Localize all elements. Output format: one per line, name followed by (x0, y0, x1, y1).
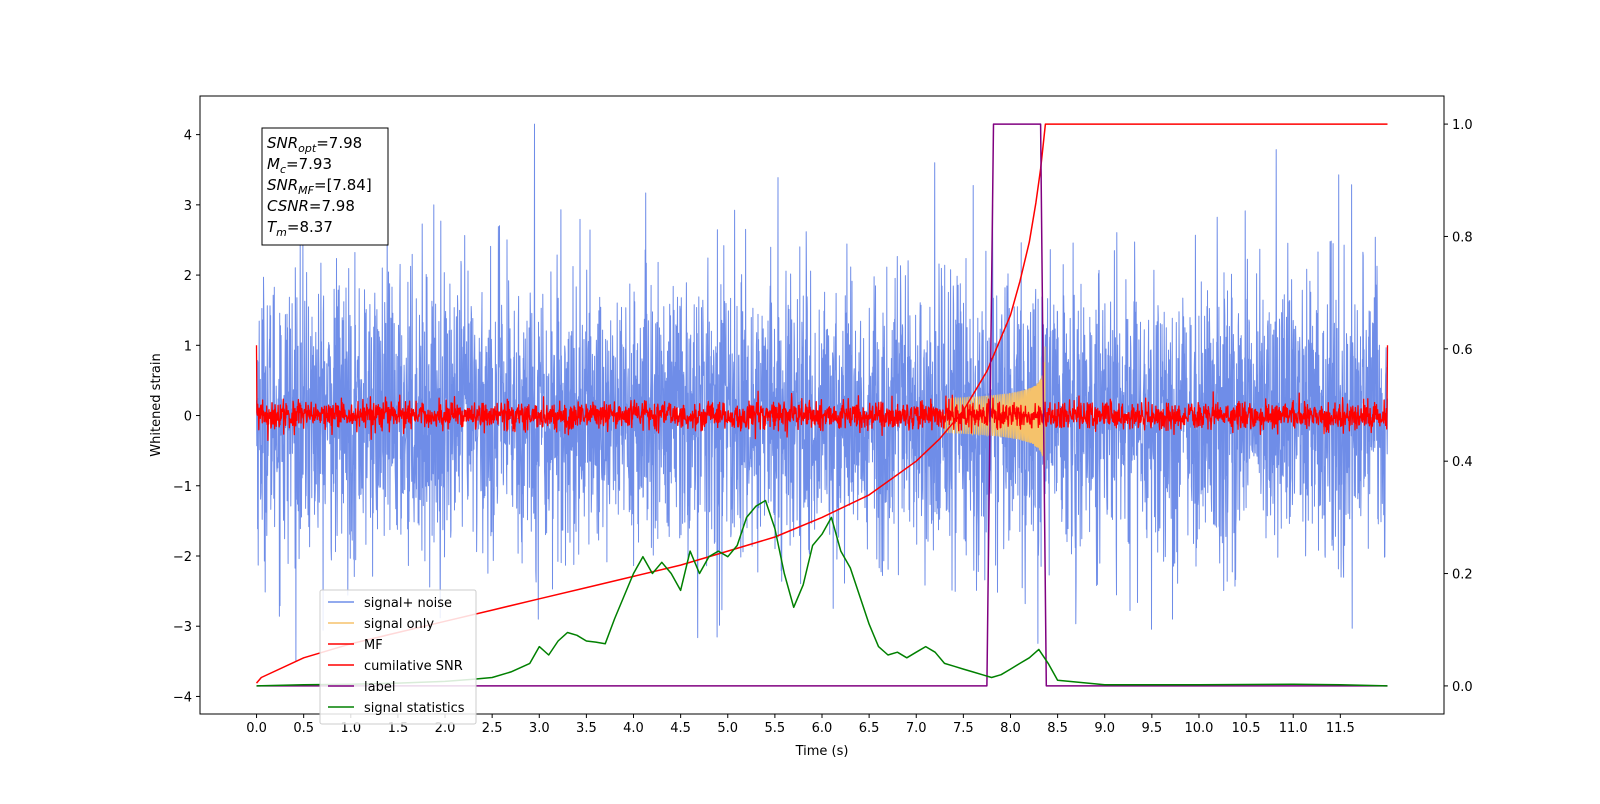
x-tick-label: 2.0 (435, 721, 456, 736)
x-tick-label: 7.5 (953, 721, 974, 736)
y-left-tick-label: 2 (184, 269, 192, 284)
x-tick-label: 3.5 (576, 721, 597, 736)
y-right-tick-label: 0.2 (1452, 568, 1473, 583)
y-right-tick-label: 0.4 (1452, 455, 1473, 470)
annotation-line: Mc=7.93 (267, 155, 332, 176)
legend-label: signal only (364, 617, 434, 632)
annotation-line: SNRopt=7.98 (267, 134, 362, 155)
x-tick-label: 1.5 (388, 721, 409, 736)
x-tick-label: 5.5 (765, 721, 786, 736)
series-label (256, 123, 1388, 687)
legend-frame (319, 589, 477, 725)
x-tick-label: 0.5 (293, 721, 314, 736)
x-tick-label: 0.0 (246, 721, 267, 736)
series-signal-statistics (256, 499, 1388, 687)
legend-label: MF (364, 638, 383, 653)
x-tick-label: 11.0 (1279, 721, 1308, 736)
x-tick-label: 10.0 (1184, 721, 1213, 736)
ticks-layer: 0.0 0.5 1.0 1.5 2.0 2.5 3.0 3.5 4.0 4.5 5.0 5.5 6.0 6… (173, 118, 1473, 736)
y-left-tick-label: −1 (173, 480, 192, 495)
y-left-tick-label: 4 (184, 129, 192, 144)
legend-label: signal+ noise (364, 596, 452, 611)
annotation-line: CSNR=7.98 (267, 197, 355, 215)
x-tick-label: 6.5 (859, 721, 880, 736)
legend-label: label (364, 680, 395, 695)
x-tick-label: 9.0 (1094, 721, 1115, 736)
x-tick-label: 7.0 (906, 721, 927, 736)
y-left-tick-label: 3 (184, 199, 192, 214)
x-tick-label: 10.5 (1232, 721, 1261, 736)
x-tick-label: 4.5 (670, 721, 691, 736)
x-axis-label: Time (s) (795, 744, 849, 759)
legend-label: signal statistics (364, 701, 465, 716)
legend-label: cumilative SNR (364, 659, 463, 674)
y-axis-label: Whitened strain (149, 353, 164, 456)
x-tick-label: 8.5 (1047, 721, 1068, 736)
x-tick-label: 4.0 (623, 721, 644, 736)
y-right-tick-label: 1.0 (1452, 118, 1473, 133)
legend: signal+ noise signal only MF cumilative SNR… (319, 589, 477, 725)
annotation-line: SNRMF=[7.84] (267, 176, 372, 197)
y-left-tick-label: 1 (184, 339, 192, 354)
y-left-tick-label: −4 (173, 690, 192, 705)
x-tick-label: 8.0 (1000, 721, 1021, 736)
y-right-tick-label: 0.6 (1452, 343, 1473, 358)
x-tick-label: 11.5 (1326, 721, 1355, 736)
x-tick-label: 9.5 (1142, 721, 1163, 736)
x-tick-label: 2.5 (482, 721, 503, 736)
annotation-frame (261, 127, 389, 246)
x-tick-label: 1.0 (340, 721, 361, 736)
series-signal-noise (256, 123, 1388, 662)
y-right-tick-label: 0.8 (1452, 230, 1473, 245)
x-tick-label: 6.0 (812, 721, 833, 736)
y-left-tick-label: −2 (173, 550, 192, 565)
y-right-tick-label: 0.0 (1452, 680, 1473, 695)
y-left-tick-label: −3 (173, 620, 192, 635)
annotation-line: Tm=8.37 (267, 218, 333, 239)
series-mf (255, 345, 1389, 442)
y-left-tick-label: 0 (184, 410, 192, 425)
x-tick-label: 3.0 (529, 721, 550, 736)
x-tick-label: 5.0 (717, 721, 738, 736)
